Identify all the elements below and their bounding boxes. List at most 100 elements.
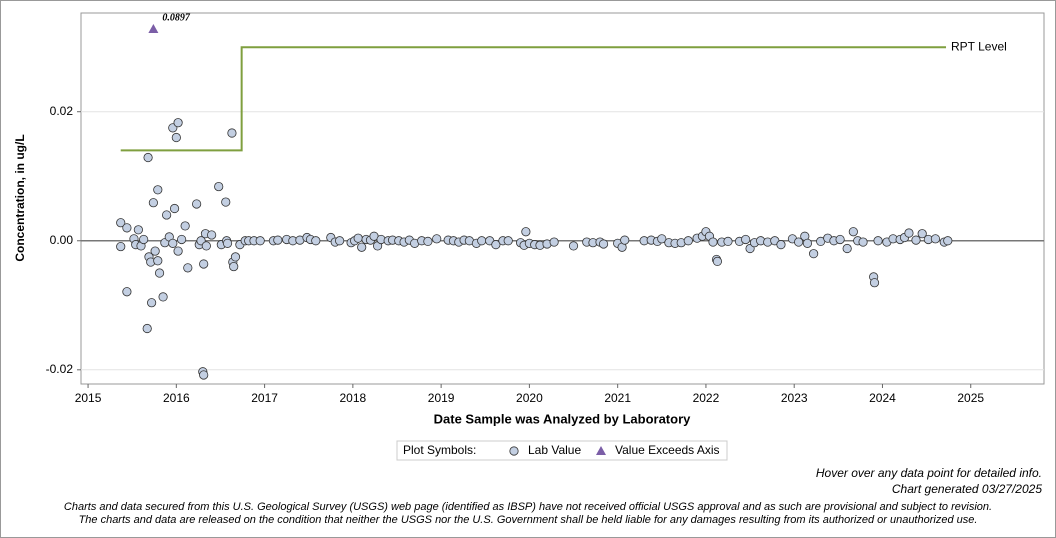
data-point bbox=[776, 240, 786, 250]
data-point bbox=[842, 243, 852, 254]
rpt-level-line bbox=[120, 46, 947, 152]
data-point bbox=[273, 235, 283, 245]
data-point bbox=[568, 241, 579, 251]
value-label: 0.0897 bbox=[162, 12, 191, 23]
data-point bbox=[171, 132, 181, 143]
x-tick-label: 2025 bbox=[957, 391, 984, 405]
data-point bbox=[227, 128, 237, 138]
y-tick-label: -0.02 bbox=[46, 362, 74, 376]
data-point bbox=[869, 278, 880, 288]
data-point bbox=[835, 234, 845, 245]
data-point bbox=[116, 218, 126, 228]
data-point bbox=[521, 227, 531, 237]
data-point bbox=[142, 323, 152, 334]
data-point bbox=[192, 199, 202, 209]
y-tick-label: 0.02 bbox=[50, 104, 74, 118]
data-point bbox=[712, 256, 723, 267]
data-point bbox=[477, 236, 487, 246]
data-point bbox=[199, 259, 209, 269]
x-tick-label: 2018 bbox=[340, 391, 367, 405]
data-point bbox=[335, 236, 345, 246]
data-point bbox=[353, 233, 363, 243]
note: Hover over any data point for detailed i… bbox=[815, 466, 1042, 480]
x-tick-label: 2019 bbox=[428, 391, 455, 405]
disclaimer: The charts and data are released on the … bbox=[78, 514, 978, 526]
data-point bbox=[230, 252, 241, 262]
x-tick-label: 2016 bbox=[163, 391, 190, 405]
legend-symbol bbox=[596, 446, 606, 455]
legend-label: Lab Value bbox=[528, 443, 581, 457]
data-point bbox=[150, 246, 160, 256]
data-point bbox=[201, 241, 211, 251]
data-point bbox=[180, 221, 190, 231]
rpt-level-label: RPT Level bbox=[951, 39, 1007, 53]
data-point bbox=[153, 185, 163, 195]
data-point bbox=[255, 236, 265, 246]
data-point bbox=[794, 237, 804, 247]
data-point bbox=[154, 268, 165, 278]
x-tick-label: 2021 bbox=[604, 391, 631, 405]
legend-box bbox=[396, 440, 728, 461]
data-point bbox=[683, 236, 693, 246]
x-tick-label: 2022 bbox=[693, 391, 720, 405]
data-point bbox=[904, 228, 914, 238]
y-tick-label: 0.00 bbox=[50, 233, 74, 247]
data-point bbox=[143, 152, 153, 163]
data-point bbox=[503, 236, 513, 246]
data-point bbox=[173, 118, 183, 128]
legend-symbol bbox=[509, 446, 519, 456]
data-point bbox=[917, 229, 927, 239]
y-axis-label: Concentration, in ug/L bbox=[13, 134, 27, 261]
data-point bbox=[222, 238, 233, 248]
data-point bbox=[311, 236, 321, 246]
data-point bbox=[357, 242, 367, 252]
data-point bbox=[598, 239, 609, 249]
data-point bbox=[432, 234, 442, 244]
legend-label: Value Exceeds Axis bbox=[615, 443, 720, 457]
x-tick-label: 2020 bbox=[516, 391, 543, 405]
data-point bbox=[122, 223, 132, 233]
data-point bbox=[147, 298, 157, 308]
data-point bbox=[657, 234, 667, 244]
data-point bbox=[221, 197, 231, 207]
data-point bbox=[133, 225, 143, 235]
data-point bbox=[173, 246, 183, 256]
data-point bbox=[116, 241, 126, 252]
data-point bbox=[139, 234, 149, 245]
data-point bbox=[183, 263, 193, 273]
data-point bbox=[848, 227, 858, 237]
data-point bbox=[423, 236, 433, 247]
data-point bbox=[911, 235, 921, 245]
x-tick-label: 2015 bbox=[75, 391, 102, 405]
data-point bbox=[802, 238, 813, 248]
data-point bbox=[809, 249, 819, 259]
data-point bbox=[930, 234, 941, 244]
data-point bbox=[169, 203, 180, 214]
disclaimer: Charts and data secured from this U.S. G… bbox=[63, 501, 993, 513]
data-point bbox=[708, 237, 718, 247]
data-point bbox=[491, 240, 501, 250]
x-tick-label: 2017 bbox=[251, 391, 278, 405]
data-point bbox=[214, 181, 224, 192]
x-tick-label: 2023 bbox=[781, 391, 808, 405]
note: Chart generated 03/27/2025 bbox=[891, 482, 1042, 496]
data-point bbox=[148, 198, 158, 208]
legend-title: Plot Symbols: bbox=[403, 443, 476, 457]
data-point bbox=[873, 236, 883, 246]
data-point bbox=[177, 234, 187, 245]
data-point bbox=[620, 235, 630, 245]
data-point bbox=[207, 230, 217, 240]
data-point bbox=[943, 236, 953, 246]
x-tick-label: 2024 bbox=[869, 391, 896, 405]
x-axis-label: Date Sample was Analyzed by Laboratory bbox=[434, 411, 691, 426]
data-point bbox=[199, 370, 209, 380]
data-point bbox=[122, 287, 132, 297]
data-point bbox=[741, 234, 751, 245]
data-point bbox=[153, 256, 163, 266]
data-point bbox=[858, 237, 868, 247]
data-point bbox=[162, 210, 172, 220]
data-point bbox=[229, 261, 239, 272]
data-point bbox=[723, 236, 733, 247]
